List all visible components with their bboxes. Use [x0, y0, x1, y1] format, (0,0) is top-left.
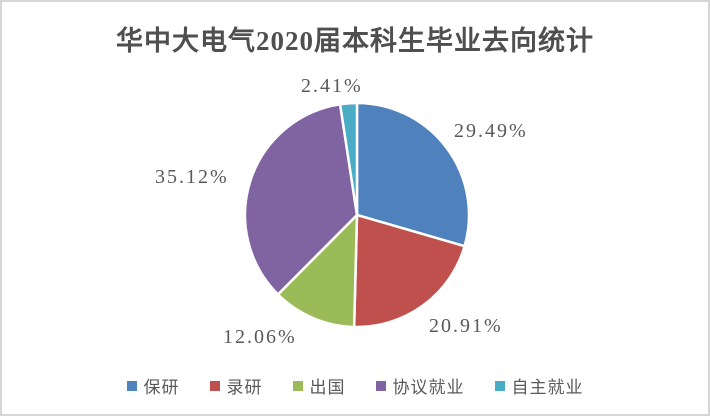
- legend-label-zizhujiuye: 自主就业: [511, 378, 584, 397]
- legend-label-baoyan: 保研: [143, 378, 180, 397]
- data-label-luyan: 20.91%: [429, 315, 503, 337]
- legend-item-zizhujiuye: 自主就业: [494, 373, 584, 398]
- legend-item-chuguo: 出国: [292, 373, 346, 398]
- data-label-zizhujiuye: 2.41%: [301, 75, 363, 97]
- chart-title: 华中大电气2020届本科生毕业去向统计: [116, 26, 594, 56]
- legend-item-baoyan: 保研: [126, 373, 180, 398]
- pie-slice-3: [243, 103, 359, 296]
- legend-marker-zizhujiuye: [494, 380, 505, 391]
- legend-label-luyan: 录研: [226, 378, 263, 397]
- legend-item-luyan: 录研: [209, 373, 263, 398]
- legend-marker-baoyan: [126, 380, 137, 391]
- legend-item-xieyijiuye: 协议就业: [375, 373, 465, 398]
- data-label-xieyijiuye: 35.12%: [155, 166, 229, 188]
- pie-slice-1: [352, 213, 466, 329]
- pie-slice-2: [276, 213, 359, 329]
- legend-label-xieyijiuye: 协议就业: [392, 378, 465, 397]
- legend-marker-xieyijiuye: [375, 380, 386, 391]
- legend-label-chuguo: 出国: [309, 378, 346, 397]
- data-label-baoyan: 29.49%: [454, 120, 528, 142]
- legend-marker-chuguo: [292, 380, 303, 391]
- legend: 保研 录研 出国 协议就业 自主就业: [2, 373, 708, 398]
- pie-slice-0: [355, 101, 471, 248]
- data-label-chuguo: 12.06%: [223, 326, 297, 348]
- pie-slice-4: [338, 101, 359, 217]
- legend-marker-luyan: [209, 380, 220, 391]
